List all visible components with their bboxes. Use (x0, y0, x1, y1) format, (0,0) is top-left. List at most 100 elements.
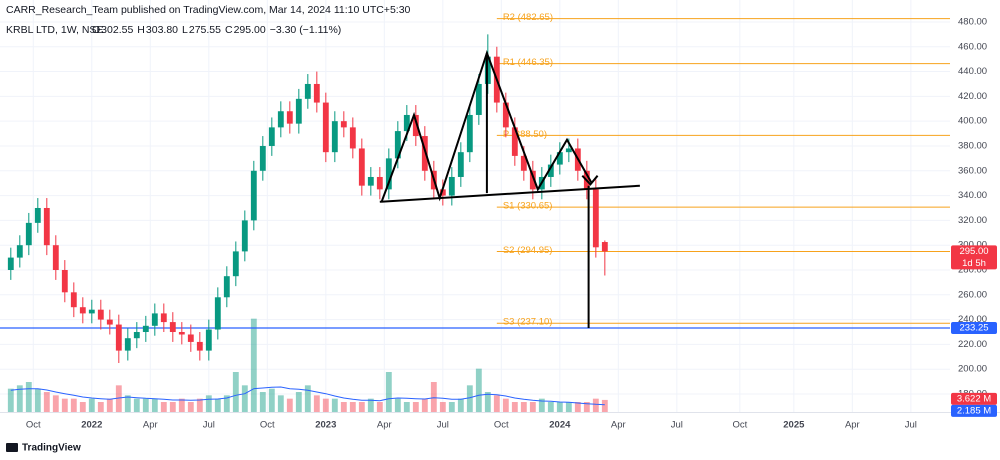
candle-body (178, 332, 185, 335)
x-tick-label: Oct (260, 420, 275, 431)
volume-bar (493, 395, 500, 412)
time-axis (0, 412, 950, 438)
ohlc-key: H (137, 24, 145, 36)
volume-bar (250, 318, 257, 412)
ohlc-legend: O 302.55 H 303.80 L 275.55 C 295.00 −3.30 (−1.11… (92, 24, 341, 36)
volume-bar (7, 388, 14, 412)
y-tick-label: 260.00 (958, 289, 987, 300)
volume-bar (394, 398, 401, 412)
volume-bar (232, 372, 239, 412)
candle-body (142, 325, 149, 333)
x-tick-label: Jul (203, 420, 215, 431)
volume-bar (475, 368, 482, 412)
volume-bar (340, 402, 347, 412)
volume-bar (88, 398, 95, 412)
volume-bar (205, 395, 212, 412)
volume-bar (43, 392, 50, 412)
candle-body (448, 176, 455, 196)
volume-bar (142, 398, 149, 412)
candle-body (358, 148, 365, 186)
y-tick-label: 380.00 (958, 140, 987, 151)
x-tick-label: Apr (845, 420, 860, 431)
volume-bar (151, 398, 158, 412)
volume-bar (133, 398, 140, 412)
volume-bar (313, 395, 320, 412)
ohlc-value: 303.80 (146, 24, 178, 36)
volume-bar (520, 402, 527, 412)
volume-bar (484, 392, 491, 412)
volume-bar (178, 398, 185, 412)
pivot-label: S1 (330.65) (503, 201, 553, 212)
volume-bar (223, 395, 230, 412)
last-price-box (951, 245, 997, 270)
x-tick-label: Apr (143, 420, 158, 431)
volume-bar (187, 402, 194, 412)
candle-body (79, 307, 86, 314)
candle-body (70, 292, 77, 308)
volume-bar (430, 382, 437, 412)
volume-bar (259, 392, 266, 412)
volume-bar (115, 385, 122, 412)
candle-body (25, 222, 32, 246)
candle-body (385, 158, 392, 190)
y-tick-label: 480.00 (958, 16, 987, 27)
volume-bar (538, 398, 545, 412)
y-tick-label: 400.00 (958, 116, 987, 127)
volume-bar (97, 402, 104, 412)
price-axis (950, 0, 1000, 438)
volume-bar (511, 402, 518, 412)
y-tick-label: 460.00 (958, 41, 987, 52)
y-tick-label: 300.00 (958, 240, 987, 251)
volume-bar (34, 388, 41, 412)
candle-body (34, 207, 41, 223)
brand-name: TradingView (22, 443, 81, 454)
ohlc-key: L (182, 24, 188, 36)
volume-ma-label: 2.185 M (957, 405, 991, 416)
candle-body (412, 114, 419, 137)
volume-ma-box (951, 404, 997, 417)
candle-body (376, 176, 383, 190)
candle-body (124, 338, 131, 351)
pivot-label: R2 (482.65) (503, 12, 553, 23)
candle-body (322, 102, 329, 153)
candle-body (169, 322, 176, 333)
candle-body (466, 114, 473, 153)
candle-body (457, 152, 464, 177)
volume-bar (349, 402, 356, 412)
candle-body (52, 245, 59, 270)
volume-bar (268, 388, 275, 412)
volume-bar (565, 402, 572, 412)
volume-bar (169, 402, 176, 412)
countdown-label: 1d 5h (962, 258, 986, 269)
level-label: 233.25 (959, 322, 988, 333)
volume-bar (556, 402, 563, 412)
brand: TradingView (6, 443, 81, 454)
volume-bar (457, 398, 464, 412)
candle-body (592, 189, 599, 248)
volume-bar (25, 382, 32, 412)
volume-bar (241, 385, 248, 412)
volume-bar (592, 398, 599, 412)
candle-body (268, 127, 275, 146)
volume-bar (106, 398, 113, 412)
volume-bar (421, 398, 428, 412)
volume-bar (529, 402, 536, 412)
ohlc-value: 275.55 (189, 24, 221, 36)
volume-bar (295, 392, 302, 412)
x-tick-label: 2025 (783, 420, 805, 431)
candle-body (196, 341, 203, 351)
volume-bar (466, 385, 473, 412)
x-tick-label: Jul (437, 420, 449, 431)
candle-body (403, 114, 410, 132)
volume-bar (214, 398, 221, 412)
candle-body (7, 257, 14, 270)
candle-body (286, 111, 293, 124)
candle-body (232, 251, 239, 277)
level-box (951, 321, 997, 334)
volume-bar (403, 402, 410, 412)
volume-bar (448, 402, 455, 412)
y-tick-label: 240.00 (958, 314, 987, 325)
candle-body (187, 334, 194, 342)
x-tick-label: Apr (377, 420, 392, 431)
